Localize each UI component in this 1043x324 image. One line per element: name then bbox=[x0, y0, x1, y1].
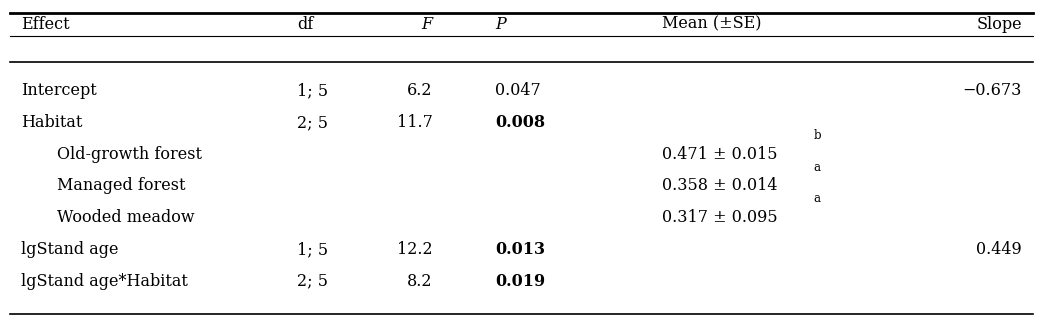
Text: 6.2: 6.2 bbox=[408, 82, 433, 99]
Text: Intercept: Intercept bbox=[21, 82, 97, 99]
Text: df: df bbox=[297, 16, 314, 33]
Text: 0.019: 0.019 bbox=[495, 273, 545, 290]
Text: −0.673: −0.673 bbox=[963, 82, 1022, 99]
Text: 1; 5: 1; 5 bbox=[297, 241, 329, 258]
Text: 0.358 ± 0.014: 0.358 ± 0.014 bbox=[662, 178, 778, 194]
Text: Habitat: Habitat bbox=[21, 114, 82, 131]
Text: P: P bbox=[495, 16, 506, 33]
Text: a: a bbox=[814, 161, 821, 174]
Text: 12.2: 12.2 bbox=[397, 241, 433, 258]
Text: F: F bbox=[421, 16, 433, 33]
Text: lgStand age: lgStand age bbox=[21, 241, 118, 258]
Text: 0.008: 0.008 bbox=[495, 114, 545, 131]
Text: 1; 5: 1; 5 bbox=[297, 82, 329, 99]
Text: Slope: Slope bbox=[976, 16, 1022, 33]
Text: 8.2: 8.2 bbox=[408, 273, 433, 290]
Text: Managed forest: Managed forest bbox=[57, 178, 186, 194]
Text: 0.317 ± 0.095: 0.317 ± 0.095 bbox=[662, 209, 778, 226]
Text: 0.471 ± 0.015: 0.471 ± 0.015 bbox=[662, 146, 778, 163]
Text: 0.047: 0.047 bbox=[495, 82, 541, 99]
Text: Effect: Effect bbox=[21, 16, 70, 33]
Text: Mean (±SE): Mean (±SE) bbox=[662, 16, 761, 33]
Text: b: b bbox=[814, 129, 821, 142]
Text: 0.449: 0.449 bbox=[976, 241, 1022, 258]
Text: a: a bbox=[814, 192, 821, 205]
Text: Wooded meadow: Wooded meadow bbox=[57, 209, 195, 226]
Text: Old-growth forest: Old-growth forest bbox=[57, 146, 202, 163]
Text: lgStand age*Habitat: lgStand age*Habitat bbox=[21, 273, 188, 290]
Text: 0.013: 0.013 bbox=[495, 241, 545, 258]
Text: 11.7: 11.7 bbox=[397, 114, 433, 131]
Text: 2; 5: 2; 5 bbox=[297, 114, 329, 131]
Text: 2; 5: 2; 5 bbox=[297, 273, 329, 290]
